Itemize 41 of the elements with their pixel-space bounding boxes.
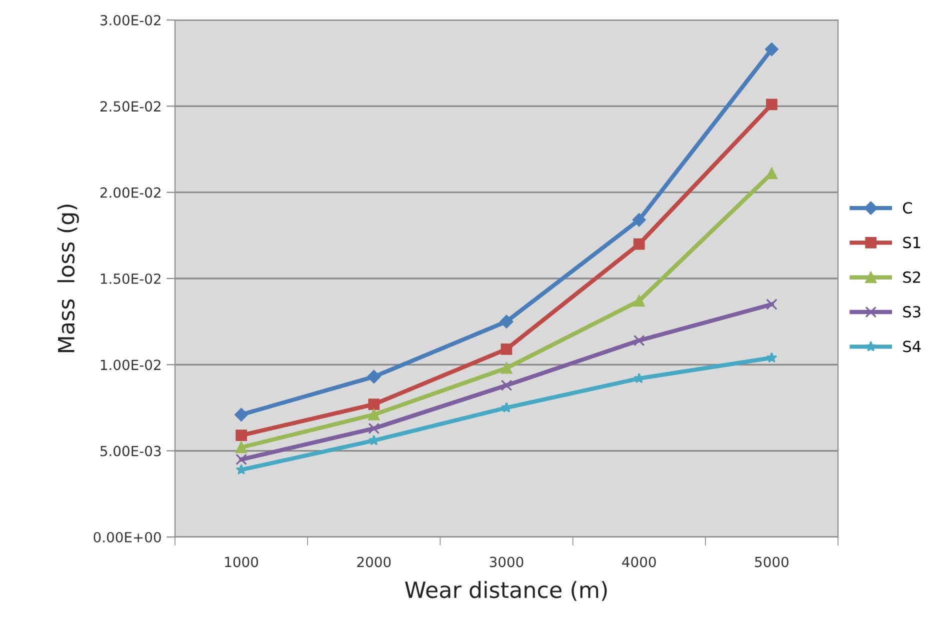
y-tick-label: 5.00E-03: [100, 446, 161, 456]
point: [234, 408, 248, 422]
legend-label: S3: [903, 306, 920, 318]
point: [766, 352, 778, 363]
y-tick-label: 3.00E-02: [100, 14, 160, 26]
point: [500, 343, 512, 355]
legend-label: S4: [903, 340, 921, 352]
point: [766, 298, 778, 310]
x-tick-label: 4000: [622, 556, 656, 568]
x-tick-label: 2000: [357, 556, 391, 568]
point: [500, 314, 514, 328]
y-tick-label: 1.00E-02: [100, 360, 160, 370]
x-tick-label: 1000: [225, 556, 258, 568]
point: [633, 295, 645, 307]
point: [500, 380, 512, 392]
y-tick-label: 2.00E-02: [100, 187, 160, 198]
legend-label: C: [903, 202, 912, 214]
x-tick-label: 3000: [490, 556, 524, 568]
point: [368, 422, 380, 434]
point: [766, 168, 778, 180]
y-tick-label: 1.50E-02: [100, 273, 160, 284]
y-tick-label: 2.50E-02: [100, 101, 160, 112]
point: [367, 370, 381, 384]
point: [368, 408, 380, 420]
point: [766, 98, 778, 110]
point: [236, 430, 247, 442]
y-axis-title: Mass loss (g): [57, 204, 79, 352]
legend-label: S1: [903, 236, 920, 248]
point: [764, 42, 778, 56]
point: [633, 334, 645, 346]
point: [633, 238, 645, 250]
point: [368, 398, 380, 410]
legend-label: S2: [903, 271, 920, 283]
point: [500, 362, 512, 374]
point: [236, 442, 247, 454]
point: [501, 402, 512, 413]
point: [632, 213, 646, 227]
y-tick-label: 0.00E+00: [94, 532, 161, 542]
x-tick-label: 5000: [755, 556, 788, 568]
point: [236, 454, 247, 466]
x-axis-title: Wear distance (m): [405, 580, 607, 601]
